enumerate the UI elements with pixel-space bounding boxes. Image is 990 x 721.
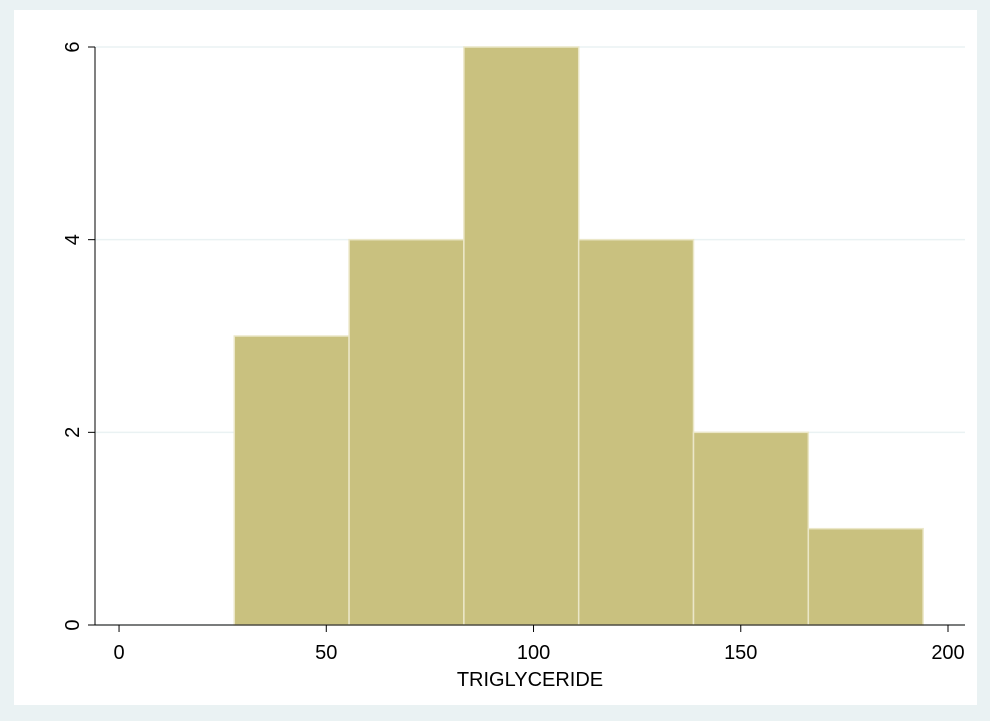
x-tick-label: 150 bbox=[724, 642, 757, 664]
bar bbox=[463, 46, 580, 626]
y-tick-label: 2 bbox=[62, 427, 84, 438]
bar bbox=[577, 238, 695, 626]
x-axis-label: TRIGLYCERIDE bbox=[457, 669, 603, 691]
y-tick-label: 0 bbox=[62, 619, 84, 630]
y-tick-label: 4 bbox=[62, 234, 84, 245]
bar bbox=[233, 335, 350, 626]
bar bbox=[692, 431, 810, 626]
x-tick-label: 50 bbox=[315, 642, 337, 664]
x-tick-label: 100 bbox=[517, 642, 550, 664]
bar bbox=[348, 238, 465, 626]
bar bbox=[807, 527, 924, 626]
y-tick-label: 6 bbox=[62, 41, 84, 52]
x-tick-label: 0 bbox=[113, 642, 124, 664]
x-tick-label: 200 bbox=[931, 642, 964, 664]
